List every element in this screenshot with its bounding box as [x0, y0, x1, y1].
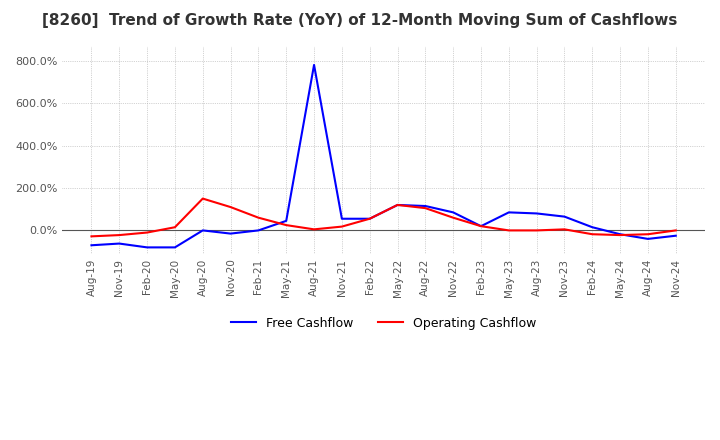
Operating Cashflow: [338, 224, 346, 229]
Operating Cashflow: [282, 223, 291, 228]
Free Cashflow: [282, 218, 291, 224]
Operating Cashflow: [254, 215, 263, 220]
Line: Operating Cashflow: Operating Cashflow: [91, 198, 676, 236]
Operating Cashflow: [393, 202, 402, 208]
Free Cashflow: [199, 228, 207, 233]
Free Cashflow: [365, 216, 374, 221]
Operating Cashflow: [171, 224, 179, 230]
Operating Cashflow: [143, 230, 151, 235]
Free Cashflow: [644, 236, 652, 242]
Operating Cashflow: [560, 227, 569, 232]
Operating Cashflow: [672, 228, 680, 233]
Free Cashflow: [143, 245, 151, 250]
Operating Cashflow: [115, 232, 124, 238]
Free Cashflow: [477, 224, 485, 229]
Free Cashflow: [171, 245, 179, 250]
Free Cashflow: [505, 210, 513, 215]
Free Cashflow: [393, 202, 402, 208]
Legend: Free Cashflow, Operating Cashflow: Free Cashflow, Operating Cashflow: [226, 312, 541, 335]
Operating Cashflow: [588, 231, 597, 237]
Operating Cashflow: [310, 227, 318, 232]
Operating Cashflow: [199, 196, 207, 201]
Free Cashflow: [616, 231, 624, 237]
Free Cashflow: [449, 210, 457, 215]
Operating Cashflow: [421, 205, 430, 211]
Operating Cashflow: [505, 228, 513, 233]
Operating Cashflow: [477, 224, 485, 229]
Free Cashflow: [421, 203, 430, 209]
Free Cashflow: [588, 224, 597, 230]
Operating Cashflow: [226, 205, 235, 210]
Free Cashflow: [560, 214, 569, 219]
Operating Cashflow: [616, 232, 624, 238]
Text: [8260]  Trend of Growth Rate (YoY) of 12-Month Moving Sum of Cashflows: [8260] Trend of Growth Rate (YoY) of 12-…: [42, 13, 678, 28]
Operating Cashflow: [365, 216, 374, 221]
Operating Cashflow: [644, 231, 652, 237]
Free Cashflow: [532, 211, 541, 216]
Operating Cashflow: [87, 234, 96, 239]
Free Cashflow: [115, 241, 124, 246]
Operating Cashflow: [532, 228, 541, 233]
Free Cashflow: [672, 233, 680, 238]
Operating Cashflow: [449, 215, 457, 220]
Free Cashflow: [310, 62, 318, 67]
Line: Free Cashflow: Free Cashflow: [91, 65, 676, 247]
Free Cashflow: [254, 228, 263, 233]
Free Cashflow: [226, 231, 235, 236]
Free Cashflow: [87, 242, 96, 248]
Free Cashflow: [338, 216, 346, 221]
